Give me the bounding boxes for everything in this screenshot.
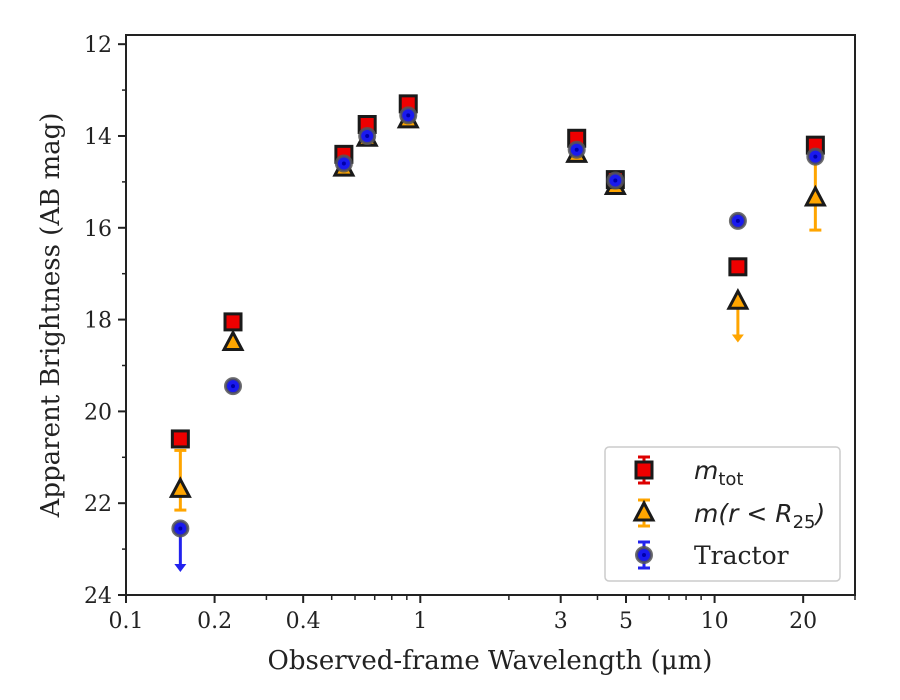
y-tick-label: 20 (84, 400, 112, 425)
square-point (728, 257, 748, 277)
x-tick-label: 0.4 (286, 609, 321, 634)
triangle-point (221, 329, 245, 352)
upper-limit-arrow-head (731, 334, 744, 343)
square-point (170, 429, 190, 449)
circle-point-core (341, 161, 346, 166)
circle-point-core (365, 133, 370, 138)
circle-point-core (735, 218, 740, 223)
legend-circle-marker-core (642, 553, 646, 557)
y-tick-label: 24 (84, 584, 112, 609)
square-point (223, 312, 243, 332)
legend-label: mtot (694, 456, 744, 490)
x-tick-label: 10 (701, 609, 729, 634)
y-tick-label: 14 (84, 125, 112, 150)
circle-point-core (406, 113, 411, 118)
x-tick-label: 0.2 (197, 609, 232, 634)
x-tick-label: 3 (554, 609, 568, 634)
circle-point-core (231, 384, 236, 389)
axis-ticks: 12 14 16 18 20 22 240.1 0.2 0.4 1 3 5 10 20 (84, 33, 856, 634)
y-tick-label: 22 (84, 492, 112, 517)
legend-triangle-marker (632, 499, 656, 522)
legend-label: Tractor (694, 541, 789, 570)
x-tick-label: 0.1 (109, 609, 144, 634)
legend-label: m(r < R25) (694, 499, 825, 533)
y-tick-label: 16 (84, 217, 112, 242)
legend-box (604, 446, 841, 582)
x-axis-label: Observed-frame Wavelength (μm) (268, 646, 713, 676)
data-marks (168, 94, 827, 573)
circle-point-core (178, 526, 183, 531)
triangle-point (803, 184, 827, 207)
triangle-point (726, 288, 750, 310)
upper-limit-arrow-head (174, 564, 187, 573)
legend: mtot m(r < R25) Tractor (604, 446, 841, 582)
x-tick-label: 1 (413, 609, 427, 634)
x-tick-label: 5 (619, 609, 633, 634)
y-tick-label: 18 (84, 309, 112, 334)
y-tick-label: 12 (84, 33, 112, 58)
circle-point-core (813, 154, 818, 159)
y-axis-label: Apparent Brightness (AB mag) (36, 113, 66, 519)
circle-point-core (574, 147, 579, 152)
x-tick-label: 20 (789, 609, 817, 634)
circle-point-core (613, 178, 618, 183)
legend-square-marker (634, 460, 654, 480)
plot-frame (125, 34, 856, 596)
triangle-point (168, 476, 192, 498)
